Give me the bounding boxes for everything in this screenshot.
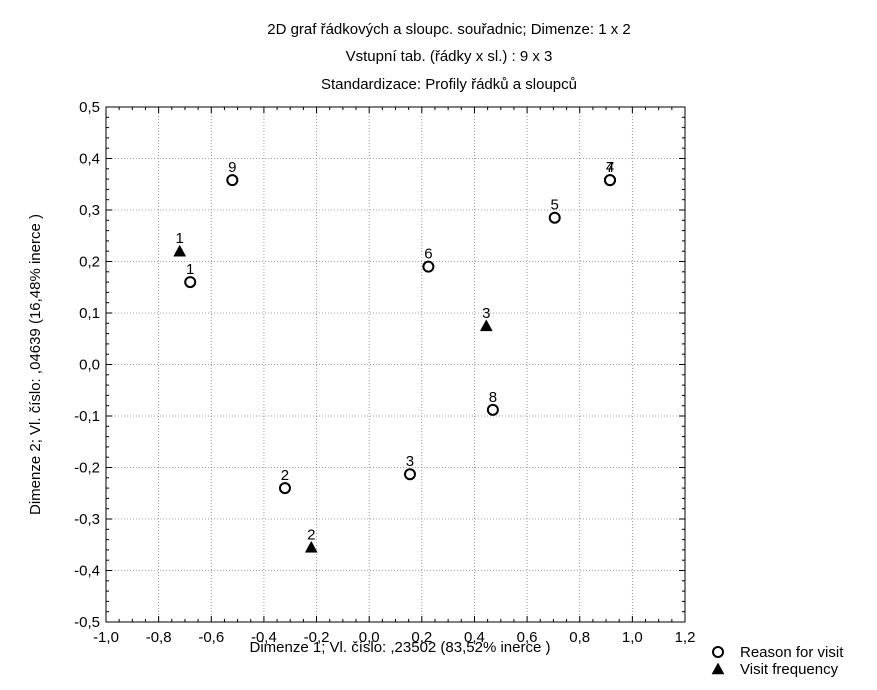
triangle-marker (173, 244, 187, 257)
circle-marker (278, 482, 291, 495)
point-label: 3 (406, 453, 414, 470)
plot-frame (105, 106, 686, 623)
y-tick-label: 0,0 (79, 357, 100, 374)
circle-marker (548, 211, 561, 224)
y-tick-label: 0,1 (79, 305, 100, 322)
point-label: 2 (281, 467, 289, 484)
y-tick-label: 0,3 (79, 202, 100, 219)
point-label: 3 (482, 305, 490, 322)
chart-title: 2D graf řádkových a sloupc. souřadnic; D… (267, 21, 631, 93)
title-line: Standardizace: Profily řádků a sloupců (321, 76, 577, 93)
circle-marker (422, 260, 435, 273)
title-line: Vstupní tab. (řádky x sl.) : 9 x 3 (346, 48, 553, 65)
point-label: 6 (424, 246, 432, 263)
grid-lines (106, 107, 685, 622)
point-label: 5 (551, 197, 559, 214)
x-tick-label: 0,6 (517, 629, 538, 646)
x-tick-label: 0,8 (569, 629, 590, 646)
point-label: 7 (606, 159, 614, 176)
point-label: 8 (489, 389, 497, 406)
legend-triangle-marker (711, 662, 725, 675)
triangle-marker (479, 319, 493, 332)
circle-marker (603, 174, 616, 187)
x-tick-label: -0,6 (198, 629, 224, 646)
legend-circle-marker (712, 646, 724, 658)
y-tick-label: -0,4 (74, 563, 100, 580)
y-tick-label: 0,2 (79, 254, 100, 271)
x-tick-label: 1,2 (675, 629, 696, 646)
y-tick-labels: 0,5 0,4 0,3 0,2 0,1 0,0 -0,1 -0,2 -0,3 -0,4 -0,5 (74, 99, 100, 631)
x-tick-label: -0,4 (251, 629, 277, 646)
legend-label: Visit frequency (740, 661, 839, 678)
y-tick-label: -0,1 (74, 408, 100, 425)
x-tick-label: 1,0 (622, 629, 643, 646)
point-label: 1 (186, 261, 194, 278)
x-axis-label: Dimenze 1; Vl. číslo: ,23502 (83,52% ine… (250, 639, 551, 656)
data-points: 1 2 3 4 5 6 7 8 9 1 2 3 (173, 159, 616, 553)
x-tick-label: -0,8 (146, 629, 172, 646)
x-tick-label: 0,2 (411, 629, 432, 646)
y-tick-label: -0,2 (74, 460, 100, 477)
title-line: 2D graf řádkových a sloupc. souřadnic; D… (267, 21, 631, 38)
point-label: 4 (606, 159, 614, 176)
triangle-marker (304, 540, 318, 553)
x-tick-label: 0,0 (359, 629, 380, 646)
x-tick-label: 0,4 (464, 629, 485, 646)
point-label: 9 (228, 159, 236, 176)
x-tick-labels: -1,0 -0,8 -0,6 -0,4 -0,2 0,0 0,2 0,4 0,6 0,8 1,0 1,… (93, 629, 695, 646)
y-tick-label: -0,5 (74, 614, 100, 631)
point-label: 2 (307, 526, 315, 543)
circle-marker (226, 174, 239, 187)
y-axis-label: Dimenze 2; Vl. číslo: ,04639 (16,48% ine… (27, 214, 44, 515)
x-tick-label: -1,0 (93, 629, 119, 646)
y-tick-label: -0,3 (74, 511, 100, 528)
legend-label: Reason for visit (740, 644, 844, 661)
circle-marker (486, 403, 499, 416)
y-tick-label: 0,4 (79, 151, 100, 168)
circle-marker (403, 468, 416, 481)
point-label: 1 (176, 230, 184, 247)
y-tick-label: 0,5 (79, 99, 100, 116)
x-tick-label: -0,2 (304, 629, 330, 646)
circle-marker (184, 276, 197, 289)
